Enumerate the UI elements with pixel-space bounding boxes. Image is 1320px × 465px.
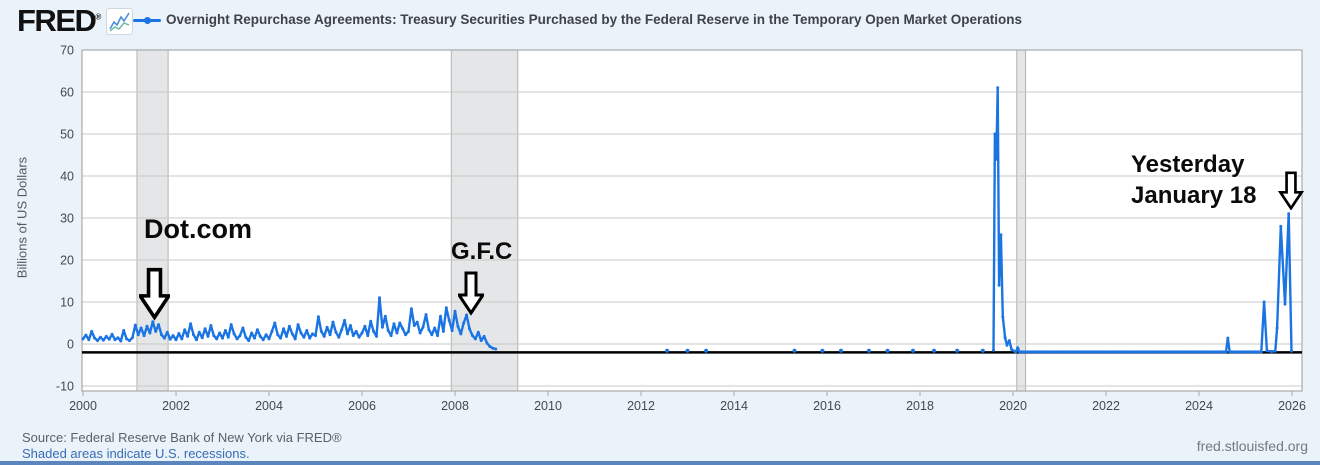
svg-text:2018: 2018	[906, 399, 934, 413]
svg-text:2014: 2014	[720, 399, 748, 413]
svg-text:2000: 2000	[69, 399, 97, 413]
registered-mark: ®	[95, 12, 102, 22]
svg-text:2006: 2006	[348, 399, 376, 413]
svg-text:30: 30	[60, 211, 74, 225]
svg-text:20: 20	[60, 253, 74, 267]
recessions-link[interactable]: Shaded areas indicate U.S. recessions.	[22, 446, 250, 461]
annotation-yesterday-line2: January 18	[1131, 182, 1257, 209]
svg-text:50: 50	[60, 127, 74, 141]
svg-text:2016: 2016	[813, 399, 841, 413]
chart-title: Overnight Repurchase Agreements: Treasur…	[166, 12, 1023, 27]
svg-text:2010: 2010	[534, 399, 562, 413]
svg-text:60: 60	[60, 85, 74, 99]
annotation-yesterday-line1: Yesterday	[1131, 151, 1245, 178]
fred-watermark: fred.stlouisfed.org	[1196, 438, 1308, 454]
svg-text:2022: 2022	[1092, 399, 1120, 413]
svg-text:2024: 2024	[1185, 399, 1213, 413]
y-axis-title: Billions of US Dollars	[14, 156, 30, 279]
svg-text:70: 70	[60, 44, 74, 58]
svg-text:2020: 2020	[999, 399, 1027, 413]
svg-text:2012: 2012	[627, 399, 655, 413]
bottom-accent-bar	[0, 461, 1320, 465]
svg-text:0: 0	[67, 337, 74, 351]
down-arrow-icon	[458, 271, 484, 316]
svg-text:2004: 2004	[255, 399, 283, 413]
down-arrow-icon	[139, 267, 170, 321]
annotation-gfc: G.F.C	[451, 238, 513, 265]
svg-text:2002: 2002	[162, 399, 190, 413]
down-arrow-icon	[1278, 171, 1304, 210]
chart-header: FRED® Overnight Repurchase Agreements: T…	[0, 0, 1320, 40]
annotation-dotcom: Dot.com	[144, 214, 252, 244]
svg-text:-10: -10	[56, 379, 74, 393]
fred-logo[interactable]: FRED®	[17, 3, 102, 38]
series-legend-marker	[133, 17, 161, 24]
fred-sparkline-icon	[106, 8, 133, 35]
svg-text:2008: 2008	[441, 399, 469, 413]
source-text: Source: Federal Reserve Bank of New York…	[22, 430, 342, 445]
svg-text:2026: 2026	[1278, 399, 1306, 413]
svg-text:10: 10	[60, 295, 74, 309]
svg-text:40: 40	[60, 169, 74, 183]
annotation-yesterday: Yesterday January 18	[1131, 149, 1256, 211]
